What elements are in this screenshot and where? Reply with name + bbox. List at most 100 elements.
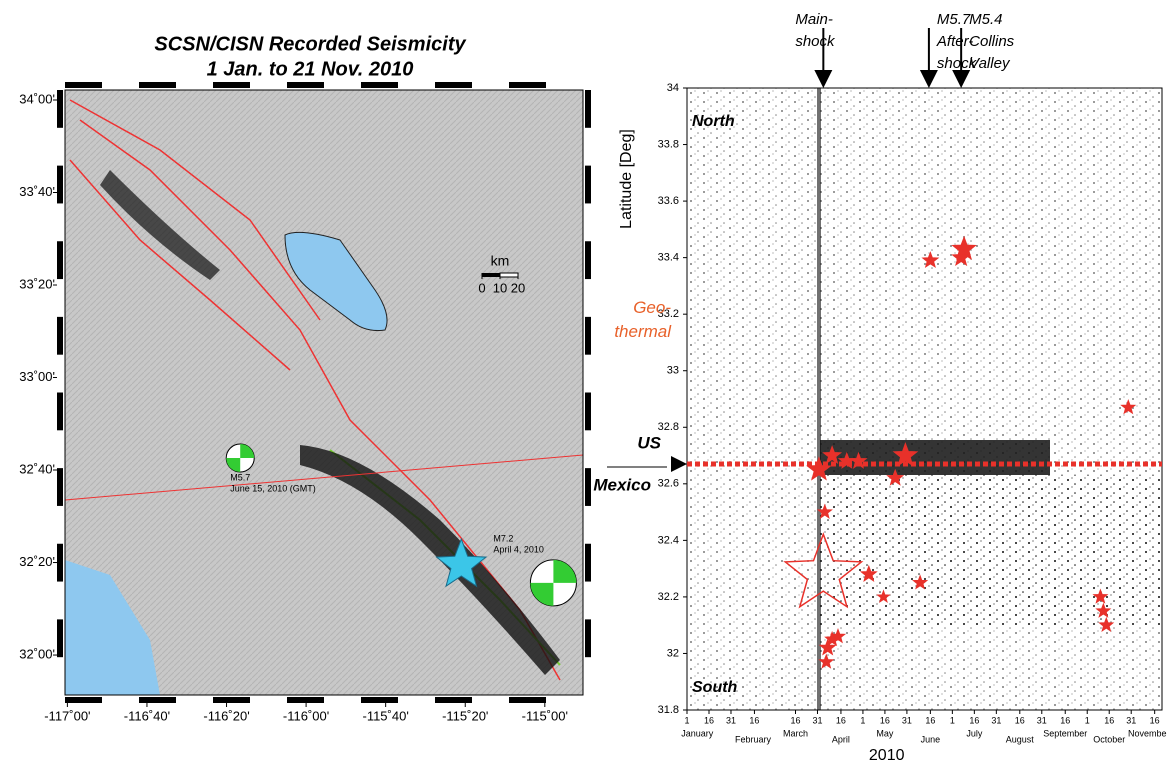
event-arrowhead <box>814 70 833 88</box>
y-axis-label: Latitude [Deg] <box>618 129 635 229</box>
y-tick-label: 32 <box>667 647 679 659</box>
y-tick-label: 34˚00' <box>19 91 55 106</box>
x-tick-label: -116˚40' <box>124 708 170 723</box>
event-star <box>849 451 868 469</box>
event-label: M5.4 <box>969 11 1002 28</box>
south-label: South <box>692 679 738 696</box>
scale-label: 0 <box>478 280 485 295</box>
event-star <box>1098 616 1115 632</box>
seismicity-band <box>100 170 220 280</box>
event-star <box>1120 399 1137 415</box>
x-tick-label: -117˚00' <box>44 708 90 723</box>
x-tick-label: 1 <box>950 715 955 725</box>
x-tick-label: 1 <box>684 715 689 725</box>
y-tick-label: 32.8 <box>658 421 679 433</box>
event-star <box>783 532 864 609</box>
y-tick-label: 33˚20' <box>19 276 55 291</box>
seismicity-cluster <box>818 475 1160 625</box>
event-arrowhead <box>919 70 938 88</box>
frame <box>57 316 63 355</box>
x-tick-label: 31 <box>1037 715 1047 725</box>
event-label: Valley <box>969 55 1011 72</box>
scale-title: km <box>491 253 510 269</box>
event-date: June 15, 2010 (GMT) <box>230 483 316 493</box>
x-axis-label: 2010 <box>869 747 905 764</box>
north-label: North <box>692 113 735 130</box>
frame <box>65 697 102 703</box>
y-tick-label: 33˚00' <box>19 369 55 384</box>
geothermal-label: thermal <box>614 322 672 341</box>
event-star <box>951 247 972 267</box>
ocean <box>65 560 160 695</box>
y-tick-label: 33.2 <box>658 308 679 320</box>
month-label: July <box>966 728 983 738</box>
focal-mechanism <box>530 559 577 606</box>
frame <box>287 82 324 88</box>
event-label: shock <box>937 55 978 72</box>
event-star <box>822 445 843 464</box>
frame <box>139 82 176 88</box>
month-label: August <box>1006 734 1035 744</box>
mainshock-column <box>817 88 821 710</box>
x-tick-label: 16 <box>790 715 800 725</box>
frame <box>435 82 472 88</box>
event-label: Main- <box>795 11 833 28</box>
frame <box>585 316 591 355</box>
geothermal-label: Geo- <box>633 298 671 317</box>
y-tick-label: 33˚40' <box>19 184 55 199</box>
month-label: June <box>921 734 941 744</box>
frame <box>57 543 63 582</box>
y-tick-label: 32.4 <box>658 534 679 546</box>
event-star <box>816 503 833 519</box>
x-tick-label: -116˚20' <box>203 708 249 723</box>
event-star <box>859 564 878 582</box>
border-label: Mexico <box>593 476 651 495</box>
x-tick-label: -116˚00' <box>283 708 329 723</box>
border-arrow <box>671 456 687 473</box>
frame <box>57 90 63 128</box>
event-star <box>892 442 919 467</box>
x-tick-label: 31 <box>812 715 822 725</box>
event-star <box>921 251 940 269</box>
x-tick-label: 16 <box>704 715 714 725</box>
month-label: February <box>735 734 772 744</box>
frame <box>361 82 398 88</box>
y-tick-label: 31.8 <box>658 704 679 716</box>
frame <box>65 82 102 88</box>
month-label: January <box>681 728 714 738</box>
mainshock-star <box>435 537 488 588</box>
scale-bar <box>499 272 519 278</box>
event-star <box>818 653 835 669</box>
frame <box>287 697 324 703</box>
frame <box>57 468 63 506</box>
x-tick-label: -115˚40' <box>362 708 408 723</box>
month-label: October <box>1093 734 1125 744</box>
frame <box>57 241 63 280</box>
frame <box>57 165 63 204</box>
event-label: M5.7 <box>937 11 971 28</box>
frame <box>213 697 250 703</box>
event-star <box>829 628 847 644</box>
frame <box>435 697 472 703</box>
frame <box>361 697 398 703</box>
x-tick-label: 16 <box>1150 715 1160 725</box>
plot-frame <box>686 87 1163 711</box>
y-tick-label: 33.4 <box>658 252 679 264</box>
event-label: shock <box>795 33 836 50</box>
x-tick-label: 16 <box>880 715 890 725</box>
x-tick-label: 16 <box>1104 715 1114 725</box>
y-tick-label: 33.6 <box>658 195 679 207</box>
month-label: April <box>832 734 850 744</box>
x-tick-label: 16 <box>836 715 846 725</box>
x-tick-label: 16 <box>925 715 935 725</box>
y-tick-label: 32.6 <box>658 478 679 490</box>
event-star <box>912 574 929 590</box>
event-star <box>886 468 905 486</box>
frame <box>585 241 591 280</box>
event-label: Collins <box>969 33 1015 50</box>
salton-sea <box>284 231 388 331</box>
x-tick-label: 16 <box>1015 715 1025 725</box>
frame <box>585 619 591 658</box>
map-border <box>64 89 584 696</box>
